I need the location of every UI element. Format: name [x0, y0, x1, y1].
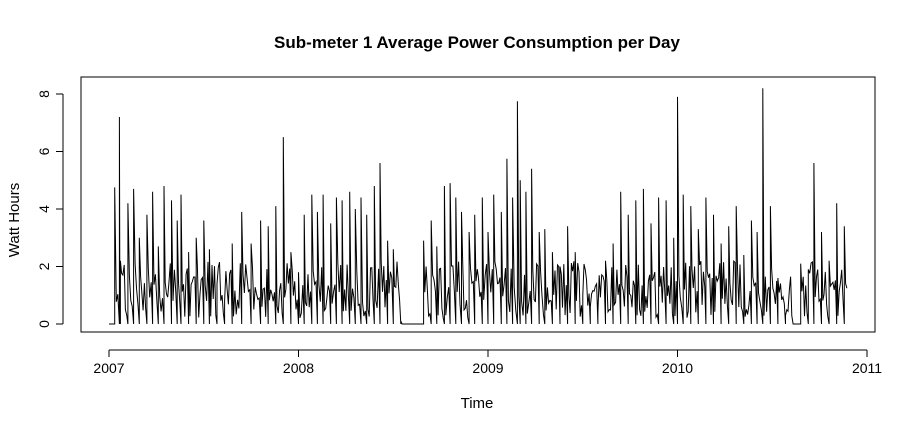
x-axis: 2007 2008 2009 2010 2011	[93, 349, 882, 376]
x-tick-label-2008: 2008	[283, 360, 314, 376]
series-line-0	[109, 88, 848, 325]
x-tick-label-2009: 2009	[472, 360, 503, 376]
x-tick-label-2010: 2010	[662, 360, 693, 376]
y-tick-label-6: 6	[36, 147, 52, 155]
y-tick-label-2: 2	[36, 262, 52, 270]
x-tick-label-2011: 2011	[852, 360, 882, 376]
plot-frame	[80, 76, 876, 333]
y-tick-label-4: 4	[36, 205, 52, 213]
x-tick-label-2007: 2007	[93, 360, 124, 376]
series-layer	[109, 88, 848, 325]
y-axis-label: Watt Hours	[6, 183, 23, 257]
y-axis: 0 2 4 6 8	[36, 90, 64, 328]
x-axis-label: Time	[461, 395, 494, 412]
y-tick-label-8: 8	[36, 90, 52, 98]
chart-title: Sub-meter 1 Average Power Consumption pe…	[274, 33, 680, 52]
y-tick-label-0: 0	[36, 320, 52, 328]
